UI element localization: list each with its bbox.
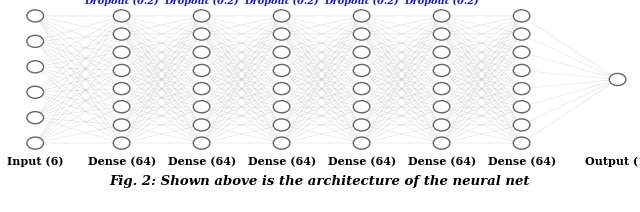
Text: Dropout (0.2): Dropout (0.2) <box>244 0 319 6</box>
Ellipse shape <box>193 46 210 58</box>
Ellipse shape <box>113 46 130 58</box>
Ellipse shape <box>513 64 530 77</box>
Ellipse shape <box>433 119 450 131</box>
Ellipse shape <box>113 10 130 22</box>
Ellipse shape <box>513 119 530 131</box>
Ellipse shape <box>353 101 370 113</box>
Ellipse shape <box>27 112 44 124</box>
Ellipse shape <box>113 119 130 131</box>
Text: Dense (64): Dense (64) <box>488 156 556 167</box>
Ellipse shape <box>193 101 210 113</box>
Ellipse shape <box>27 86 44 98</box>
Ellipse shape <box>273 101 290 113</box>
Ellipse shape <box>27 61 44 73</box>
Text: Dropout (0.2): Dropout (0.2) <box>84 0 159 6</box>
Ellipse shape <box>113 28 130 40</box>
Ellipse shape <box>273 119 290 131</box>
Ellipse shape <box>27 10 44 22</box>
Ellipse shape <box>513 137 530 149</box>
Ellipse shape <box>353 10 370 22</box>
Text: Dropout (0.2): Dropout (0.2) <box>404 0 479 6</box>
Text: Dense (64): Dense (64) <box>168 156 236 167</box>
Text: Dense (64): Dense (64) <box>328 156 396 167</box>
Ellipse shape <box>353 64 370 77</box>
Ellipse shape <box>273 64 290 77</box>
Ellipse shape <box>113 101 130 113</box>
Ellipse shape <box>433 137 450 149</box>
Ellipse shape <box>609 74 626 86</box>
Ellipse shape <box>513 46 530 58</box>
Text: Dropout (0.2): Dropout (0.2) <box>164 0 239 6</box>
Ellipse shape <box>273 82 290 95</box>
Ellipse shape <box>273 137 290 149</box>
Text: Input (6): Input (6) <box>7 156 63 167</box>
Ellipse shape <box>113 82 130 95</box>
Ellipse shape <box>273 10 290 22</box>
Ellipse shape <box>353 46 370 58</box>
Ellipse shape <box>27 35 44 47</box>
Ellipse shape <box>27 137 44 149</box>
Ellipse shape <box>193 82 210 95</box>
Text: Dropout (0.2): Dropout (0.2) <box>324 0 399 6</box>
Ellipse shape <box>193 119 210 131</box>
Text: Dense (64): Dense (64) <box>408 156 476 167</box>
Ellipse shape <box>193 28 210 40</box>
Ellipse shape <box>193 10 210 22</box>
Ellipse shape <box>433 64 450 77</box>
Ellipse shape <box>513 10 530 22</box>
Ellipse shape <box>433 28 450 40</box>
Ellipse shape <box>193 137 210 149</box>
Text: Dense (64): Dense (64) <box>88 156 156 167</box>
Ellipse shape <box>433 46 450 58</box>
Ellipse shape <box>193 64 210 77</box>
Ellipse shape <box>353 82 370 95</box>
Ellipse shape <box>433 101 450 113</box>
Text: Dense (64): Dense (64) <box>248 156 316 167</box>
Ellipse shape <box>433 82 450 95</box>
Ellipse shape <box>433 10 450 22</box>
Text: Fig. 2: Shown above is the architecture of the neural net: Fig. 2: Shown above is the architecture … <box>109 175 531 188</box>
Ellipse shape <box>353 119 370 131</box>
Ellipse shape <box>353 137 370 149</box>
Ellipse shape <box>113 64 130 77</box>
Text: Output (1): Output (1) <box>584 156 640 167</box>
Ellipse shape <box>513 28 530 40</box>
Ellipse shape <box>353 28 370 40</box>
Ellipse shape <box>273 46 290 58</box>
Ellipse shape <box>113 137 130 149</box>
Ellipse shape <box>513 101 530 113</box>
Ellipse shape <box>273 28 290 40</box>
Ellipse shape <box>513 82 530 95</box>
